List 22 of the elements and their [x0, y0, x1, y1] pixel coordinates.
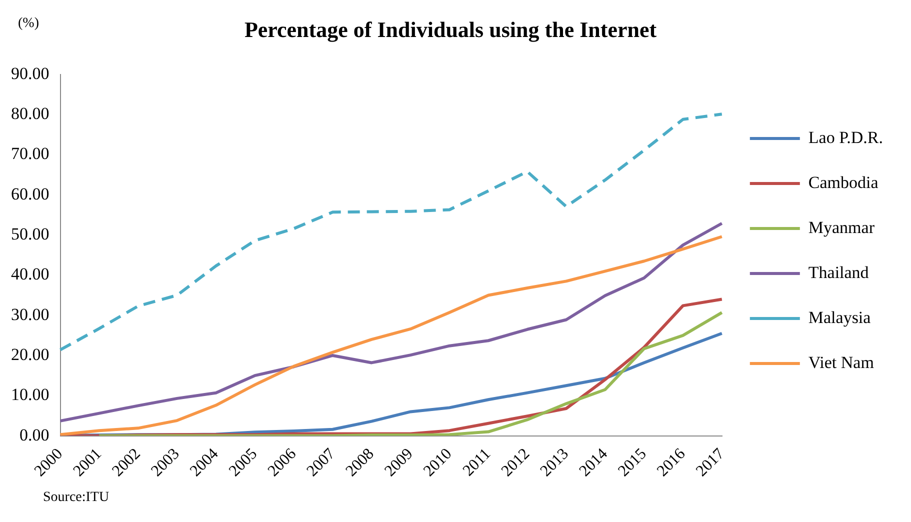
legend-label: Myanmar	[808, 218, 875, 237]
x-tick-label: 2011	[460, 445, 494, 480]
y-tick-label: 50.00	[11, 224, 50, 244]
y-tick-label: 30.00	[11, 304, 50, 324]
y-tick-label: 10.00	[11, 385, 50, 404]
source-note: Source:ITU	[43, 490, 110, 506]
y-axis-title: (%)	[18, 16, 39, 32]
y-tick-label: 80.00	[11, 104, 50, 124]
legend-label: Lao P.D.R.	[808, 128, 884, 147]
x-tick-label: 2001	[70, 445, 105, 480]
y-tick-label: 40.00	[11, 264, 50, 284]
y-tick-label: 0.00	[20, 425, 50, 444]
y-tick-label: 90.00	[11, 64, 50, 83]
line-series	[58, 112, 724, 352]
y-tick-label: 20.00	[11, 344, 50, 364]
chart-title: Percentage of Individuals using the Internet	[244, 16, 658, 42]
legend-label: Cambodia	[808, 172, 879, 192]
legend-label: Malaysia	[808, 308, 872, 327]
y-tick-label: 70.00	[11, 144, 50, 164]
y-tick-label: 60.00	[11, 184, 50, 204]
legend-label: Viet Nam	[808, 352, 874, 372]
legend-label: Thailand	[808, 262, 870, 282]
